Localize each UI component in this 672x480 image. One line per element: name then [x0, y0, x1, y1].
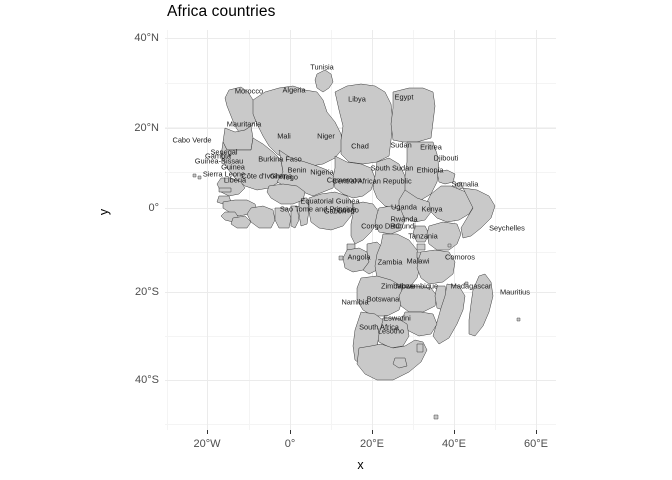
country-label: Mauritania	[226, 119, 262, 129]
gridline-minor-v	[413, 30, 414, 430]
country-label: Tunisia	[310, 62, 334, 72]
gridline-minor-v	[495, 30, 496, 430]
gridline-minor-h	[165, 424, 556, 425]
country-label: Morocco	[234, 86, 264, 96]
gridline-major-v	[536, 30, 537, 430]
y-axis-label: y	[97, 208, 111, 216]
country-label: Mozambique	[395, 281, 439, 291]
country-label: Congo	[337, 205, 359, 215]
country-label: Comoros	[445, 252, 475, 262]
country-label: Chad	[351, 141, 369, 151]
country-label: Lesotho	[377, 326, 405, 336]
country-label: Congo DRC	[361, 221, 401, 231]
gridline-major-v	[290, 30, 291, 430]
country-label: Zambia	[377, 257, 403, 267]
country-label: Libya	[348, 94, 366, 104]
country-label: Mali	[277, 131, 291, 141]
country-label: Zimbabwe	[380, 281, 416, 291]
country-label: Equatorial Guinea	[300, 196, 360, 206]
country-label: Eritrea	[420, 142, 442, 152]
page-title: Africa countries	[167, 3, 276, 20]
country-label: Niger	[317, 131, 335, 141]
country-label: Namibia	[341, 297, 369, 307]
country-label: Madagascar	[450, 281, 492, 291]
x-tick-label: 20°E	[360, 438, 384, 450]
gridline-minor-v	[167, 30, 168, 430]
gridline-major-v	[372, 30, 373, 430]
x-tickmark	[290, 430, 291, 434]
x-tick-label: 0°	[284, 438, 296, 450]
plot-panel: Tunisia Morocco Algeria Libya Egypt Mauritani…	[165, 30, 556, 430]
africa-map	[165, 30, 556, 430]
x-tickmark	[207, 430, 208, 434]
country-label: Rwanda	[390, 214, 418, 224]
country-label: Sudan	[390, 140, 412, 150]
country-label: Liberia	[223, 175, 247, 185]
y-tick-label: 40°S	[135, 374, 159, 386]
x-axis-label: x	[357, 458, 364, 472]
country-label: Guinea	[221, 162, 245, 172]
country-label: Seychelles	[489, 223, 525, 233]
country-label: Burkina Faso	[258, 154, 302, 164]
country-label: Senegal	[210, 147, 238, 157]
country-label: Ethiopia	[416, 165, 444, 175]
country-label: Central African Republic	[332, 176, 412, 186]
y-tick-label: 20°S	[135, 286, 159, 298]
country-label: Algeria	[282, 85, 306, 95]
country-label: Burundi	[390, 221, 416, 231]
gridline-major-h	[165, 380, 556, 381]
country-label: Gambia	[205, 151, 231, 161]
country-label: Eswatini	[383, 313, 411, 323]
gridline-major-v	[207, 30, 208, 430]
gridline-minor-h	[165, 83, 556, 84]
gridline-major-h	[165, 38, 556, 39]
x-tickmark	[536, 430, 537, 434]
country-label: South Sudan	[370, 163, 414, 173]
country-label: Botswana	[366, 294, 400, 304]
country-label: Nigeria	[310, 167, 334, 177]
country-label: Egypt	[394, 92, 414, 102]
x-tickmark	[454, 430, 455, 434]
y-axis-ticks: 40°N 20°N 0° 20°S 40°S	[103, 30, 159, 430]
country-label: Cabo Verde	[172, 135, 212, 145]
country-label: Côte d'Ivoire	[241, 171, 283, 181]
country-label: Somalia	[451, 179, 479, 189]
gridline-minor-v	[249, 30, 250, 430]
country-label: Sierra Leone	[202, 169, 246, 179]
y-tick-label: 40°N	[134, 32, 159, 44]
country-label: Guinea-Bissau	[194, 156, 244, 166]
y-tick-label: 20°N	[134, 122, 159, 134]
country-label: Gabon	[323, 206, 347, 216]
country-label: Tanzania	[408, 231, 438, 241]
x-tick-label: 40°E	[442, 438, 466, 450]
country-label: South Africa	[359, 322, 399, 332]
country-label: Benin	[287, 165, 307, 175]
x-tick-label: 20°W	[193, 438, 221, 450]
country-label: Uganda	[391, 202, 417, 212]
country-label: Mauritius	[500, 287, 530, 297]
country-shapes	[192, 69, 521, 420]
country-label: Cameroon	[326, 175, 362, 185]
x-tickmark	[372, 430, 373, 434]
country-label: Ghana	[269, 171, 293, 181]
country-label: Malawi	[406, 256, 430, 266]
y-tick-label: 0°	[148, 202, 159, 214]
country-label: Djibouti	[433, 153, 459, 163]
country-label: Angola	[347, 252, 371, 262]
country-label: Kenya	[421, 204, 443, 214]
x-axis-ticks: 20°W 0° 20°E 40°E 60°E	[165, 438, 556, 454]
country-label: Togo	[281, 172, 299, 182]
x-tick-label: 60°E	[524, 438, 548, 450]
country-label: Sao Tome and Principe	[279, 204, 357, 214]
